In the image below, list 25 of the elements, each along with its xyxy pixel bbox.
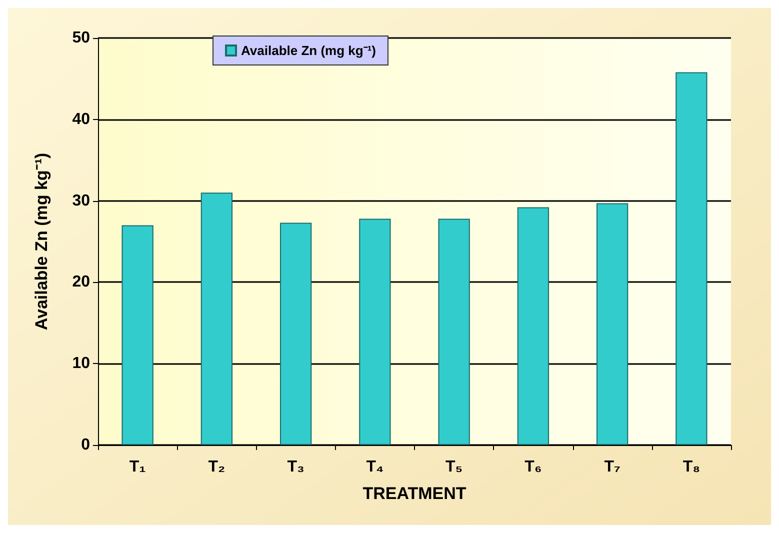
bar bbox=[280, 222, 312, 445]
x-tick-label: T₈ bbox=[682, 458, 700, 476]
y-tick-label: 40 bbox=[72, 110, 90, 128]
y-tick-label: 50 bbox=[72, 30, 90, 46]
y-tick-label: 30 bbox=[72, 192, 90, 210]
bar bbox=[200, 192, 233, 445]
x-tick-label: T₁ bbox=[129, 458, 146, 476]
bar bbox=[676, 72, 708, 445]
x-tick-label: T₅ bbox=[446, 458, 463, 476]
bar bbox=[596, 203, 628, 445]
legend-label: Available Zn (mg kg⁻¹) bbox=[241, 43, 376, 58]
x-tick-label: T₂ bbox=[208, 458, 226, 476]
bar bbox=[122, 225, 154, 445]
x-tick-label: T₇ bbox=[604, 458, 620, 476]
y-axis-title: Available Zn (mg kg⁻¹) bbox=[32, 152, 51, 330]
x-tick-label: T₄ bbox=[366, 458, 384, 476]
x-axis-title: TREATMENT bbox=[362, 484, 467, 503]
x-tick-label: T₆ bbox=[524, 458, 542, 476]
y-tick-label: 0 bbox=[81, 436, 90, 454]
y-tick-label: 20 bbox=[72, 274, 90, 291]
bar bbox=[517, 207, 550, 445]
bar bbox=[438, 218, 470, 445]
x-tick-label: T₃ bbox=[287, 458, 304, 476]
y-tick-label: 10 bbox=[72, 355, 90, 372]
bar bbox=[359, 218, 391, 445]
